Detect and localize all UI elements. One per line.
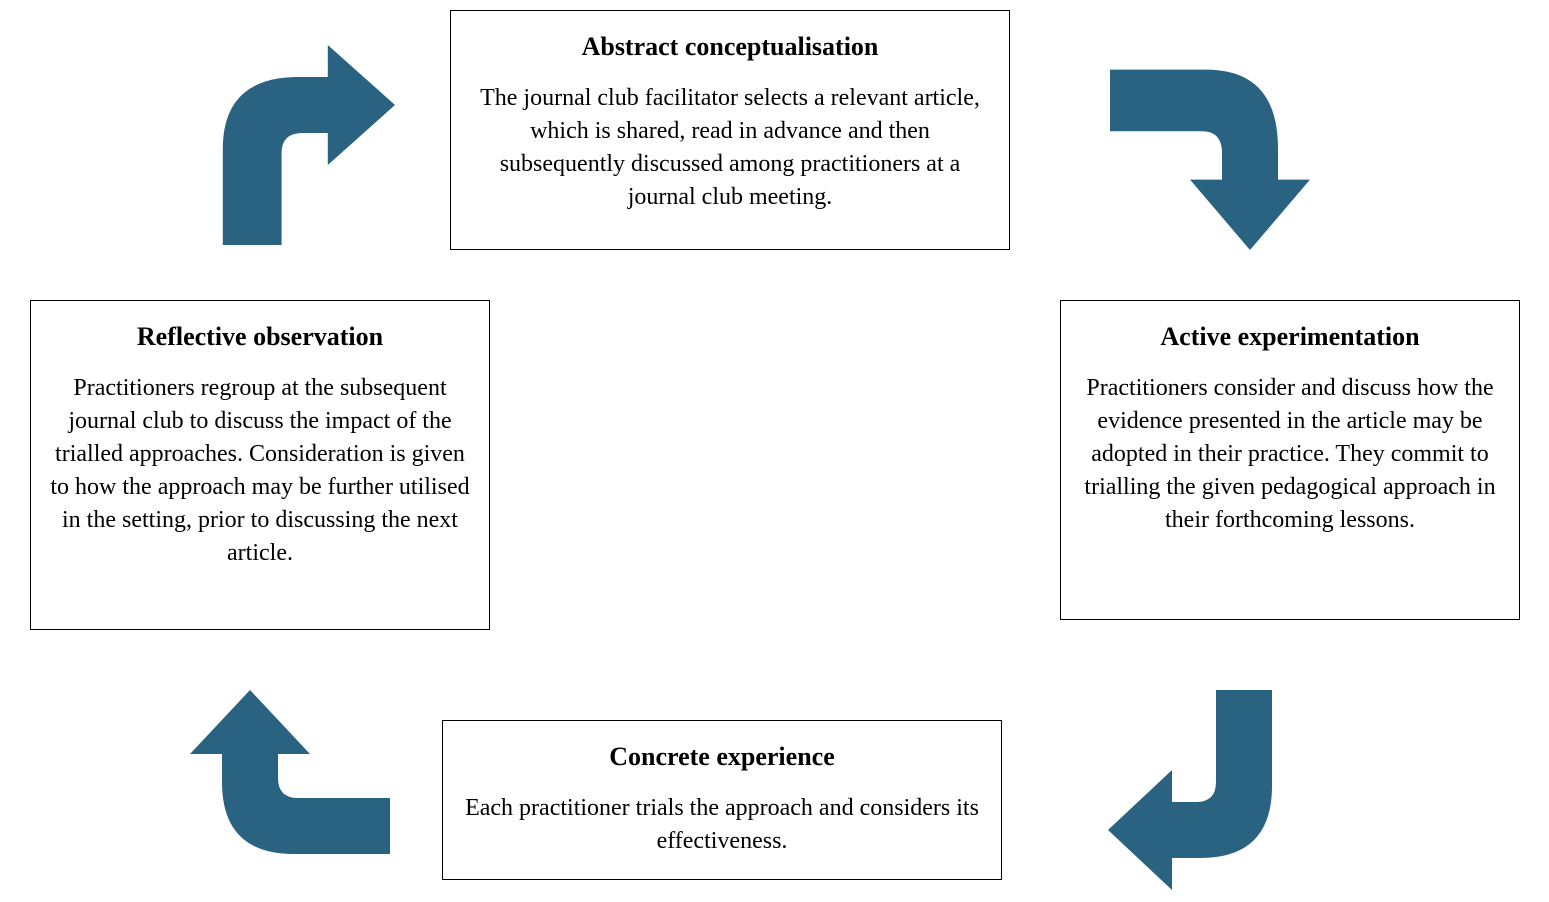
node-title: Abstract conceptualisation (469, 31, 991, 64)
node-title: Reflective observation (49, 321, 471, 354)
arrow-bottom-left-icon (190, 690, 390, 890)
node-active-experimentation: Active experimentation Practitioners con… (1060, 300, 1520, 620)
node-body: Practitioners consider and discuss how t… (1079, 372, 1501, 538)
node-abstract-conceptualisation: Abstract conceptualisation The journal c… (450, 10, 1010, 250)
node-body: The journal club facilitator selects a r… (469, 82, 991, 214)
node-body: Each practitioner trials the approach an… (461, 792, 983, 858)
arrow-top-right-icon (1110, 30, 1310, 250)
arrow-bottom-right-icon (1108, 690, 1308, 890)
node-reflective-observation: Reflective observation Practitioners reg… (30, 300, 490, 630)
arrow-top-left-icon (185, 45, 395, 245)
diagram-stage: Abstract conceptualisation The journal c… (0, 0, 1549, 902)
node-body: Practitioners regroup at the subsequent … (49, 372, 471, 571)
node-title: Concrete experience (461, 741, 983, 774)
node-concrete-experience: Concrete experience Each practitioner tr… (442, 720, 1002, 880)
node-title: Active experimentation (1079, 321, 1501, 354)
